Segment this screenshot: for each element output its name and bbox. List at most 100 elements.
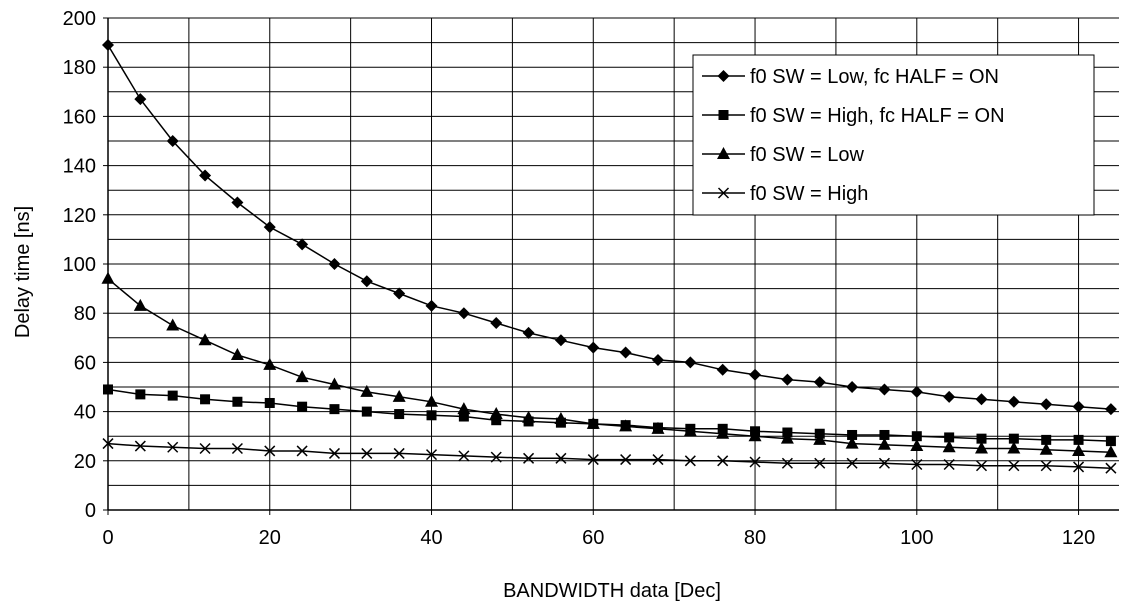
data-point — [103, 384, 113, 395]
data-point — [490, 317, 503, 330]
data-point — [587, 454, 599, 466]
x-marker-stroke — [199, 442, 211, 455]
legend-item: f0 SW = Low, fc HALF = ON — [702, 66, 999, 88]
data-point — [781, 457, 793, 469]
data-point — [425, 299, 438, 312]
x-marker-stroke — [393, 447, 405, 459]
x-marker-stroke — [652, 454, 664, 466]
x-marker-stroke — [846, 457, 858, 469]
data-point — [910, 439, 924, 452]
y-tick-label: 100 — [63, 254, 96, 276]
data-point — [361, 406, 372, 417]
series-1 — [102, 39, 1117, 416]
data-point — [1105, 436, 1116, 447]
x-tick-label: 120 — [1062, 527, 1095, 549]
data-point — [328, 258, 341, 270]
x-marker-stroke — [458, 450, 470, 462]
data-point — [878, 383, 891, 396]
x-marker-stroke — [587, 454, 599, 466]
data-point — [586, 416, 600, 429]
data-point — [1104, 445, 1118, 458]
x-marker-stroke — [231, 442, 243, 455]
x-marker-stroke — [878, 457, 890, 469]
x-marker-stroke — [717, 455, 729, 467]
data-point — [392, 389, 406, 402]
data-point — [458, 411, 469, 422]
data-point — [716, 426, 730, 439]
data-point — [780, 431, 794, 444]
y-tick-label: 40 — [74, 402, 96, 424]
x-axis-title: BANDWIDTH data [Dec] — [503, 580, 721, 602]
data-point — [1039, 442, 1053, 455]
x-marker-stroke — [781, 457, 793, 469]
x-marker-stroke — [555, 452, 567, 464]
data-point — [554, 411, 568, 424]
data-point — [554, 334, 567, 347]
data-point — [264, 397, 275, 408]
data-point — [393, 447, 405, 459]
data-point — [1008, 433, 1019, 444]
x-marker-stroke — [296, 445, 308, 457]
data-point — [749, 368, 762, 381]
series-line — [107, 442, 1111, 469]
data-point — [975, 393, 988, 406]
data-point — [975, 441, 989, 454]
x-marker-stroke — [102, 438, 114, 450]
data-point — [717, 455, 729, 467]
data-point — [457, 402, 471, 415]
x-marker-stroke — [684, 455, 696, 467]
data-point — [135, 389, 146, 400]
data-point — [878, 457, 890, 469]
data-point — [490, 451, 502, 463]
data-point — [813, 432, 827, 445]
data-point — [167, 390, 178, 401]
data-point — [716, 363, 729, 376]
x-marker-stroke — [975, 460, 988, 472]
data-point — [1073, 434, 1084, 445]
data-point — [425, 394, 439, 407]
data-point — [232, 396, 243, 407]
data-point — [683, 424, 697, 437]
data-point — [264, 445, 276, 457]
data-point — [944, 432, 955, 443]
x-marker-stroke — [943, 458, 955, 471]
data-point — [166, 318, 180, 331]
legend-marker — [717, 147, 730, 159]
data-point — [911, 431, 922, 442]
x-marker-stroke — [523, 452, 535, 464]
data-point — [522, 326, 535, 339]
data-point — [877, 437, 891, 450]
x-marker-stroke — [749, 456, 761, 468]
legend-label: f0 SW = Low — [750, 144, 864, 166]
data-point — [199, 169, 212, 182]
data-point — [199, 442, 211, 455]
x-tick-label: 0 — [102, 527, 113, 549]
data-point — [200, 394, 211, 405]
data-point — [749, 456, 761, 468]
series-line — [107, 44, 1111, 410]
data-point — [943, 390, 956, 403]
y-tick-label: 200 — [63, 8, 96, 30]
legend-label: f0 SW = High — [750, 183, 868, 205]
y-tick-label: 0 — [85, 500, 96, 522]
x-marker-stroke — [134, 440, 146, 452]
data-point — [1104, 403, 1117, 416]
data-point — [425, 449, 438, 461]
data-point — [489, 407, 503, 420]
data-point — [1007, 441, 1021, 454]
data-point — [975, 460, 988, 472]
data-point — [846, 381, 859, 393]
data-point — [296, 445, 308, 457]
x-marker-stroke — [361, 447, 373, 459]
data-point — [1008, 460, 1020, 472]
data-point — [263, 357, 277, 370]
y-tick-label: 60 — [74, 352, 96, 374]
data-point — [198, 333, 212, 346]
x-marker-stroke — [717, 187, 730, 199]
data-point — [911, 458, 923, 471]
data-point — [619, 419, 633, 432]
y-axis-title: Delay time [ns] — [12, 206, 34, 338]
data-point — [845, 436, 859, 449]
data-point — [814, 457, 826, 469]
